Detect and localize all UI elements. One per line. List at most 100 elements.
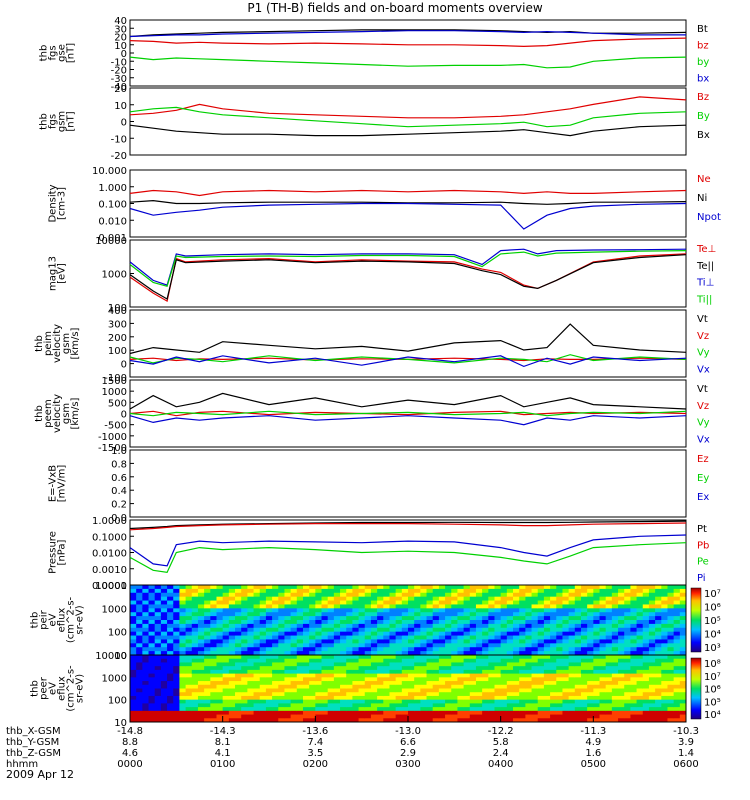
- spectrogram-cell: [457, 596, 465, 602]
- spectrogram-cell: [463, 692, 471, 697]
- spectrogram-cell: [179, 688, 187, 693]
- spectrogram-cell: [500, 658, 508, 663]
- spectrogram-cell: [543, 612, 551, 617]
- spectrogram-cell: [383, 684, 390, 689]
- spectrogram-cell: [673, 588, 681, 594]
- spectrogram-cell: [488, 588, 495, 594]
- spectrogram-cell: [537, 627, 545, 633]
- ylabel-line: thb: [39, 113, 50, 130]
- ephemeris-value: -10.3: [673, 726, 699, 737]
- spectrogram-cell: [130, 604, 137, 609]
- spectrogram-cell: [148, 585, 156, 590]
- spectrogram-cell: [420, 681, 428, 686]
- spectrogram-cell: [315, 588, 323, 594]
- spectrogram-cell: [179, 703, 187, 708]
- spectrogram-cell: [679, 707, 687, 712]
- spectrogram-cell: [500, 612, 508, 617]
- spectrogram-cell: [173, 616, 180, 621]
- spectrogram-cell: [519, 588, 526, 594]
- spectrogram-cell: [605, 684, 613, 689]
- spectrogram-cell: [197, 596, 205, 602]
- spectrogram-cell: [648, 707, 656, 712]
- spectrogram-cell: [574, 604, 582, 609]
- spectrogram-cell: [667, 616, 675, 621]
- spectrogram-cell: [618, 695, 625, 701]
- spectrogram-cell: [167, 651, 174, 656]
- spectrogram-cell: [642, 592, 650, 598]
- spectrogram-cell: [302, 651, 310, 656]
- spectrogram-cell: [519, 592, 526, 598]
- spectrogram-cell: [475, 635, 483, 640]
- spectrogram-cell: [321, 710, 329, 716]
- spectrogram-cell: [130, 616, 137, 621]
- spectrogram-cell: [204, 688, 211, 693]
- spectrogram-cell: [661, 631, 668, 637]
- spectrogram-cell: [482, 718, 489, 723]
- spectrogram-cell: [352, 688, 360, 693]
- spectrogram-cell: [556, 643, 563, 648]
- spectrogram-cell: [327, 684, 335, 689]
- spectrogram-cell: [574, 620, 582, 625]
- spectrogram-cell: [574, 707, 582, 712]
- spectrogram-cell: [642, 585, 650, 590]
- spectrogram-cell: [346, 688, 353, 693]
- spectrogram-cell: [673, 647, 681, 652]
- spectrogram-cell: [667, 662, 675, 667]
- spectrogram-cell: [618, 655, 625, 660]
- spectrogram-cell: [519, 612, 526, 617]
- spectrogram-cell: [173, 608, 180, 613]
- spectrogram-cell: [167, 666, 174, 671]
- spectrogram-cell: [370, 699, 378, 704]
- series-line: [129, 323, 687, 355]
- spectrogram-cell: [259, 692, 267, 697]
- spectrogram-cell: [543, 616, 551, 621]
- ylabel-line: thb: [30, 680, 41, 697]
- spectrogram-cell: [302, 623, 310, 629]
- spectrogram-cell: [463, 620, 471, 625]
- spectrogram-cell: [679, 710, 687, 716]
- spectrogram-cell: [574, 692, 582, 697]
- spectrogram-cell: [253, 631, 261, 637]
- spectrogram-cell: [321, 616, 329, 621]
- spectrogram-cell: [531, 620, 539, 625]
- spectrogram-cell: [506, 688, 514, 693]
- spectrogram-cell: [278, 692, 285, 697]
- spectrogram-cell: [513, 631, 520, 637]
- spectrogram-cell: [568, 688, 576, 693]
- spectrogram-cell: [655, 635, 662, 640]
- spectrogram-cell: [154, 692, 162, 697]
- legend-label: Vy: [697, 348, 710, 359]
- spectrogram-cell: [556, 635, 563, 640]
- spectrogram-cell: [519, 639, 526, 644]
- spectrogram-cell: [648, 673, 656, 678]
- spectrogram-cell: [556, 666, 563, 671]
- spectrogram-cell: [655, 616, 662, 621]
- spectrogram-cell: [475, 620, 483, 625]
- spectrogram-cell: [370, 623, 378, 629]
- ytick-label: 10: [114, 718, 127, 729]
- spectrogram-cell: [494, 608, 502, 613]
- series-line: [129, 30, 686, 38]
- spectrogram-cell: [284, 658, 292, 663]
- spectrogram-cell: [463, 718, 471, 723]
- spectrogram-cell: [611, 669, 619, 675]
- spectrogram-cell: [438, 635, 446, 640]
- spectrogram-cell: [204, 612, 211, 617]
- spectrogram-cell: [426, 662, 434, 667]
- spectrogram-cell: [401, 588, 409, 594]
- spectrogram-cell: [475, 669, 483, 675]
- spectrogram-cell: [173, 662, 180, 667]
- spectrogram-cell: [457, 681, 465, 686]
- spectrogram-cell: [519, 669, 526, 675]
- spectrogram-cell: [272, 655, 279, 660]
- spectrogram-cell: [241, 608, 248, 613]
- spectrogram-cell: [599, 658, 607, 663]
- spectrogram-cell: [272, 588, 279, 594]
- spectrogram-cell: [377, 669, 384, 675]
- spectrogram-cell: [173, 710, 180, 716]
- spectrogram-cell: [420, 684, 428, 689]
- spectrogram-cell: [432, 596, 440, 602]
- spectrogram-cell: [451, 620, 458, 625]
- spectrogram-cell: [636, 707, 644, 712]
- spectrogram-cell: [469, 699, 477, 704]
